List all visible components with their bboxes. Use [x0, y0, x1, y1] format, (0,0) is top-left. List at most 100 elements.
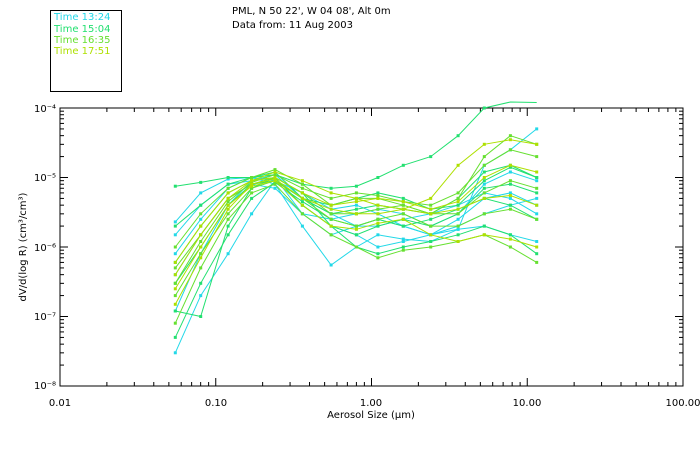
data-point: [376, 252, 380, 256]
data-point: [376, 212, 380, 216]
data-point: [226, 224, 230, 228]
data-point: [401, 224, 405, 228]
data-point: [429, 245, 433, 249]
data-point: [354, 184, 358, 188]
data-point: [300, 212, 304, 216]
data-point: [376, 221, 380, 225]
data-point: [273, 173, 277, 177]
data-point: [456, 134, 460, 138]
data-point: [429, 212, 433, 216]
axis-ticks: [59, 108, 683, 387]
data-point: [300, 200, 304, 204]
data-point: [429, 240, 433, 243]
data-point: [401, 203, 405, 207]
data-point: [535, 155, 539, 159]
series-line-0-4: [174, 174, 537, 312]
data-point: [199, 224, 203, 228]
data-point: [429, 224, 433, 228]
data-point: [376, 224, 380, 228]
data-point: [482, 176, 486, 179]
legend-box: [50, 10, 122, 92]
x-axis-label: Aerosol Size (μm): [327, 410, 415, 421]
data-point: [226, 233, 230, 237]
data-point: [354, 233, 358, 237]
data-point: [354, 245, 358, 249]
data-point: [456, 212, 460, 216]
data-point: [173, 351, 177, 355]
data-point: [250, 186, 254, 190]
data-point: [376, 217, 380, 221]
data-point: [226, 196, 230, 200]
data-point: [173, 260, 177, 264]
data-point: [226, 252, 230, 256]
data-point: [226, 212, 230, 216]
data-point: [329, 203, 333, 207]
data-point: [173, 281, 177, 285]
data-point: [482, 212, 486, 216]
data-point: [508, 163, 512, 167]
data-point: [376, 203, 380, 207]
data-point: [535, 176, 539, 179]
data-point: [482, 163, 486, 167]
data-point: [401, 217, 405, 221]
data-point: [401, 163, 405, 167]
data-point: [376, 207, 380, 211]
data-point: [376, 194, 380, 197]
y-tick-label: 10⁻⁵: [34, 173, 56, 184]
data-point: [250, 182, 254, 186]
data-point: [226, 200, 230, 204]
data-point: [199, 245, 203, 249]
data-point: [226, 207, 230, 211]
data-point: [535, 240, 539, 243]
data-point: [456, 217, 460, 221]
data-point: [329, 207, 333, 211]
data-point: [354, 200, 358, 204]
data-point: [329, 186, 333, 190]
data-point: [173, 321, 177, 325]
y-tick-label: 10⁻⁸: [34, 381, 56, 392]
data-point: [173, 266, 177, 270]
data-point: [173, 309, 177, 313]
data-point: [376, 191, 380, 195]
data-point: [535, 191, 539, 195]
data-point: [482, 106, 486, 110]
data-point: [354, 224, 358, 228]
data-point: [535, 217, 539, 221]
data-point: [508, 182, 512, 186]
y-tick-label: 10⁻⁶: [34, 243, 56, 254]
data-point: [329, 217, 333, 221]
data-point: [456, 191, 460, 195]
data-point: [173, 184, 177, 188]
x-tick-label: 10.00: [513, 398, 542, 409]
data-point: [273, 168, 277, 172]
data-point: [429, 196, 433, 200]
data-point: [482, 182, 486, 186]
data-point: [376, 245, 380, 249]
data-point: [535, 203, 539, 207]
data-point: [482, 155, 486, 159]
data-point: [456, 196, 460, 200]
data-point: [226, 217, 230, 221]
data-point: [401, 196, 405, 200]
data-point: [535, 170, 539, 174]
data-point: [354, 227, 358, 231]
data-point: [354, 196, 358, 200]
data-point: [329, 191, 333, 195]
data-point: [401, 207, 405, 211]
data-point: [199, 217, 203, 221]
data-point: [482, 191, 486, 195]
data-point: [482, 196, 486, 200]
data-point: [173, 252, 177, 256]
data-point: [273, 182, 277, 186]
data-point: [482, 224, 486, 228]
data-point: [273, 180, 277, 184]
data-point: [376, 233, 380, 237]
data-point: [226, 191, 230, 195]
data-point: [300, 203, 304, 207]
data-point: [199, 203, 203, 207]
data-point: [508, 194, 512, 197]
data-point: [508, 148, 512, 152]
data-point: [535, 142, 539, 146]
data-point: [456, 233, 460, 237]
data-point: [535, 196, 539, 200]
